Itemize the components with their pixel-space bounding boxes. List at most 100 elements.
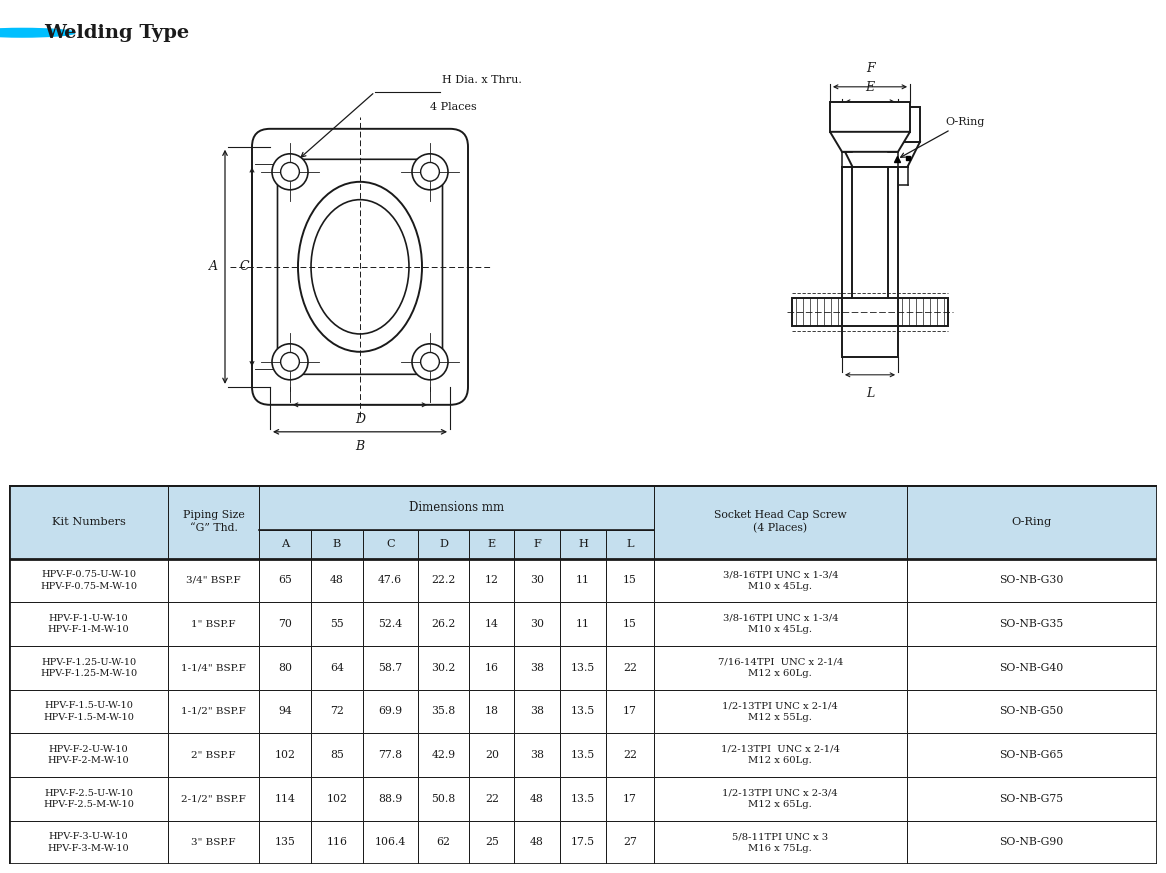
Bar (514, 733, 560, 777)
Text: 15: 15 (623, 575, 637, 586)
Bar (906, 485, 1157, 559)
Bar (606, 690, 654, 733)
Text: 25: 25 (485, 837, 499, 848)
Text: E: E (487, 540, 496, 549)
Text: 42.9: 42.9 (431, 750, 456, 760)
Text: 102: 102 (275, 750, 296, 760)
Bar (417, 646, 470, 690)
Text: SO-NB-G90: SO-NB-G90 (999, 837, 1063, 848)
Bar (906, 733, 1157, 777)
Text: 13.5: 13.5 (571, 750, 595, 760)
Text: 48: 48 (330, 575, 344, 586)
Bar (168, 602, 260, 646)
Bar (311, 690, 363, 733)
Bar (168, 559, 260, 602)
Ellipse shape (311, 200, 409, 334)
Bar (560, 602, 606, 646)
Bar (830, 102, 909, 132)
Text: SO-NB-G50: SO-NB-G50 (999, 706, 1063, 717)
Bar (9, 559, 168, 602)
Bar (560, 559, 606, 602)
Text: 30: 30 (531, 619, 545, 629)
Text: 1-1/4" BSP.F: 1-1/4" BSP.F (181, 663, 246, 672)
Text: Socket Head Cap Screw
(4 Places): Socket Head Cap Screw (4 Places) (714, 510, 847, 533)
Text: 85: 85 (330, 750, 344, 760)
Polygon shape (830, 132, 909, 152)
Text: 14: 14 (485, 619, 499, 629)
Bar (906, 690, 1157, 733)
Bar (260, 530, 311, 559)
Bar (514, 602, 560, 646)
Bar (417, 602, 470, 646)
Bar (260, 690, 311, 733)
Bar (260, 485, 654, 530)
Bar (168, 485, 260, 559)
Bar (560, 821, 606, 864)
Text: F: F (865, 62, 874, 75)
Text: 2-1/2" BSP.F: 2-1/2" BSP.F (181, 794, 246, 803)
Bar (470, 646, 514, 690)
Text: HPV-F-2.5-U-W-10
HPV-F-2.5-M-W-10: HPV-F-2.5-U-W-10 HPV-F-2.5-M-W-10 (43, 788, 134, 809)
Bar (311, 733, 363, 777)
Bar (470, 777, 514, 821)
Bar (606, 602, 654, 646)
Bar (906, 821, 1157, 864)
Bar (654, 646, 906, 690)
Text: Kit Numbers: Kit Numbers (51, 517, 126, 526)
Text: C: C (386, 540, 394, 549)
Bar (906, 602, 1157, 646)
Text: 58.7: 58.7 (378, 663, 402, 673)
Text: 22.2: 22.2 (431, 575, 456, 586)
Bar (9, 646, 168, 690)
Text: 16: 16 (485, 663, 499, 673)
Bar (898, 298, 948, 326)
Text: 3/4" BSP.F: 3/4" BSP.F (187, 576, 241, 585)
Text: 1/2-13TPI  UNC x 2-1/4
M12 x 60Lg.: 1/2-13TPI UNC x 2-1/4 M12 x 60Lg. (721, 745, 840, 766)
Bar (417, 530, 470, 559)
Text: 48: 48 (531, 837, 545, 848)
Text: 12: 12 (485, 575, 499, 586)
Bar (470, 821, 514, 864)
Bar (363, 690, 417, 733)
Bar (311, 530, 363, 559)
Bar (363, 530, 417, 559)
Bar (514, 559, 560, 602)
Text: 1-1/2" BSP.F: 1-1/2" BSP.F (181, 707, 246, 716)
Bar (168, 733, 260, 777)
Text: 26.2: 26.2 (431, 619, 456, 629)
Bar (9, 602, 168, 646)
Circle shape (412, 154, 448, 189)
Bar (906, 559, 1157, 602)
Text: HPV-F-2-U-W-10
HPV-F-2-M-W-10: HPV-F-2-U-W-10 HPV-F-2-M-W-10 (48, 745, 129, 766)
Text: B: B (356, 440, 365, 453)
Text: O-Ring: O-Ring (1011, 517, 1052, 526)
Bar (750, 86, 1150, 437)
Text: A: A (281, 540, 289, 549)
Text: 13.5: 13.5 (571, 794, 595, 804)
Text: 17.5: 17.5 (571, 837, 595, 848)
Bar (514, 690, 560, 733)
Text: C: C (239, 260, 248, 273)
Text: 55: 55 (330, 619, 344, 629)
Text: H: H (578, 540, 588, 549)
Text: 35.8: 35.8 (431, 706, 456, 717)
Text: O-Ring: O-Ring (900, 117, 984, 157)
Text: 72: 72 (330, 706, 344, 717)
Bar (906, 777, 1157, 821)
Bar (260, 777, 311, 821)
Text: HPV-F-1-U-W-10
HPV-F-1-M-W-10: HPV-F-1-U-W-10 HPV-F-1-M-W-10 (48, 614, 129, 635)
Bar (560, 777, 606, 821)
Bar (260, 733, 311, 777)
Text: 114: 114 (275, 794, 296, 804)
Bar (363, 777, 417, 821)
Text: 94: 94 (279, 706, 293, 717)
Bar (470, 690, 514, 733)
Text: 64: 64 (330, 663, 344, 673)
Bar (9, 777, 168, 821)
Bar (363, 646, 417, 690)
Bar (363, 602, 417, 646)
Text: E: E (865, 81, 874, 93)
Text: 11: 11 (576, 575, 590, 586)
Text: 4 Places: 4 Places (430, 102, 477, 112)
Bar (560, 733, 606, 777)
